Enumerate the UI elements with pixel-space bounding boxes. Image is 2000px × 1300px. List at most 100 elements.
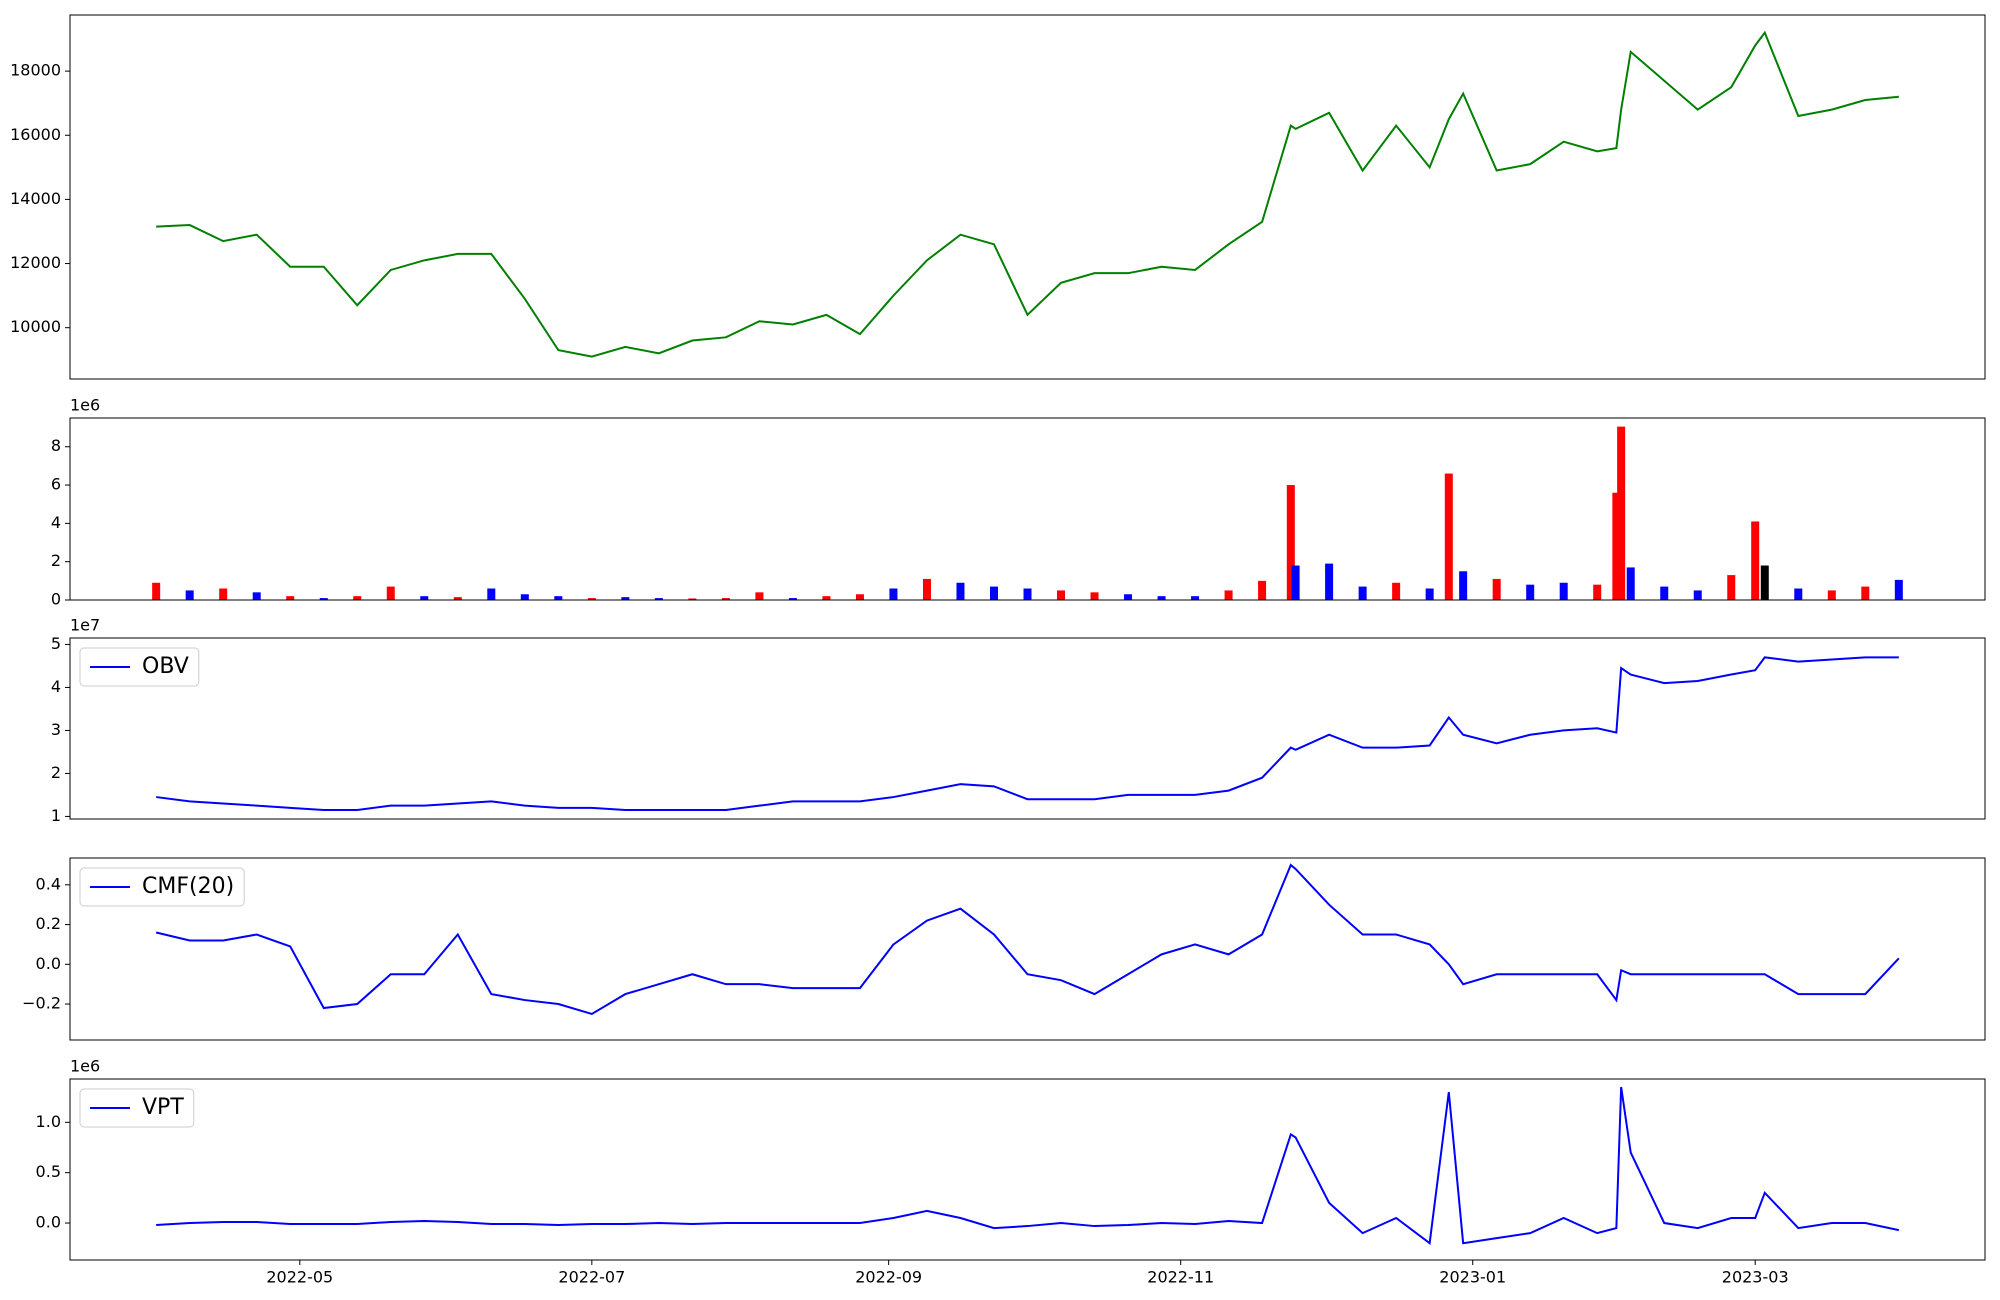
- bar: [1057, 590, 1066, 600]
- line: [155, 863, 1900, 1016]
- bar: [922, 578, 931, 600]
- bar: [487, 588, 496, 600]
- bar: [1626, 567, 1635, 600]
- bar: [453, 597, 462, 600]
- y-tick-label: 8: [51, 436, 61, 455]
- y-tick-label: 0.0: [36, 954, 61, 973]
- y-tick-label: 6: [51, 475, 61, 494]
- y-tick-label: 12000: [10, 253, 61, 272]
- bar: [286, 596, 295, 600]
- bar: [1794, 588, 1803, 600]
- y-tick-label: 1.0: [36, 1112, 61, 1131]
- bar: [1090, 592, 1099, 600]
- y-tick-label: 0: [51, 590, 61, 609]
- bar: [654, 598, 663, 600]
- line: [156, 30, 1899, 358]
- bar: [1459, 571, 1468, 600]
- bar: [956, 582, 965, 600]
- y-tick-label: −0.2: [22, 994, 61, 1013]
- bar: [185, 590, 194, 600]
- y-tick-label: 1: [51, 806, 61, 825]
- bar: [1492, 578, 1501, 600]
- y-tick-label: 14000: [10, 189, 61, 208]
- bar: [989, 586, 998, 600]
- bar: [688, 598, 697, 600]
- bar: [621, 597, 630, 600]
- y-tick-label: 5: [51, 634, 61, 653]
- y-tick-label: 10000: [10, 317, 61, 336]
- bar: [1894, 579, 1903, 600]
- bar: [1861, 586, 1870, 600]
- legend-box: [79, 647, 200, 687]
- bar: [319, 598, 328, 600]
- bar: [1827, 590, 1836, 600]
- bar: [587, 598, 596, 600]
- bar: [1157, 596, 1166, 600]
- bar: [252, 592, 261, 600]
- bar: [219, 588, 228, 600]
- bar: [1392, 582, 1401, 600]
- axes-frame: [69, 637, 1986, 820]
- legend-label: CMF(20): [142, 874, 234, 899]
- y-tick-label: 0.4: [36, 874, 61, 893]
- bar: [152, 582, 161, 600]
- bar: [788, 598, 797, 600]
- bar: [1526, 584, 1535, 600]
- y-tick-label: 3: [51, 720, 61, 739]
- bar: [520, 594, 529, 600]
- axes-frame: [69, 417, 1986, 601]
- bar: [1124, 594, 1133, 600]
- bar: [1559, 582, 1568, 600]
- bar: [1751, 521, 1760, 600]
- y-tick-label: 0.0: [36, 1213, 61, 1232]
- axes-frame: [69, 857, 1986, 1041]
- x-tick-label: 2022-09: [855, 1268, 922, 1287]
- y-tick-label: 0.2: [36, 914, 61, 933]
- x-tick-label: 2022-11: [1147, 1268, 1214, 1287]
- bar: [755, 592, 764, 600]
- line: [156, 656, 1899, 811]
- bar: [1693, 590, 1702, 600]
- bar: [855, 594, 864, 600]
- y-tick-label: 2: [51, 551, 61, 570]
- bar: [1617, 426, 1626, 600]
- bar: [1444, 473, 1453, 600]
- offset-label: 1e6: [70, 396, 100, 415]
- bar: [822, 596, 831, 600]
- bar: [1727, 575, 1736, 600]
- bar: [420, 596, 429, 600]
- bar: [1358, 586, 1367, 600]
- bar: [554, 596, 563, 600]
- bar: [1612, 492, 1621, 600]
- y-tick-label: 2: [51, 763, 61, 782]
- bar: [1191, 596, 1200, 600]
- bar: [1425, 588, 1434, 600]
- legend-box: [79, 1088, 195, 1128]
- bar: [1760, 565, 1769, 600]
- axes-frame: [69, 14, 1986, 380]
- offset-label: 1e7: [70, 616, 100, 635]
- bar: [1593, 584, 1602, 600]
- bar: [1023, 588, 1032, 600]
- bar: [353, 596, 362, 600]
- bar: [1291, 565, 1300, 600]
- axes-frame: [69, 1078, 1986, 1261]
- bar: [1660, 586, 1669, 600]
- x-tick-label: 2023-01: [1439, 1268, 1506, 1287]
- x-tick-label: 2023-03: [1722, 1268, 1789, 1287]
- y-tick-label: 4: [51, 677, 61, 696]
- legend-box: [79, 867, 245, 907]
- bar: [721, 598, 730, 600]
- y-tick-label: 4: [51, 513, 61, 532]
- line: [156, 1086, 1900, 1246]
- y-tick-label: 16000: [10, 125, 61, 144]
- bar: [1286, 485, 1295, 600]
- bar: [889, 588, 898, 600]
- x-tick-label: 2022-05: [266, 1268, 333, 1287]
- legend-label: OBV: [142, 654, 189, 679]
- offset-label: 1e6: [70, 1057, 100, 1076]
- y-tick-label: 18000: [10, 61, 61, 80]
- bar: [1325, 563, 1334, 600]
- legend-label: VPT: [142, 1095, 184, 1120]
